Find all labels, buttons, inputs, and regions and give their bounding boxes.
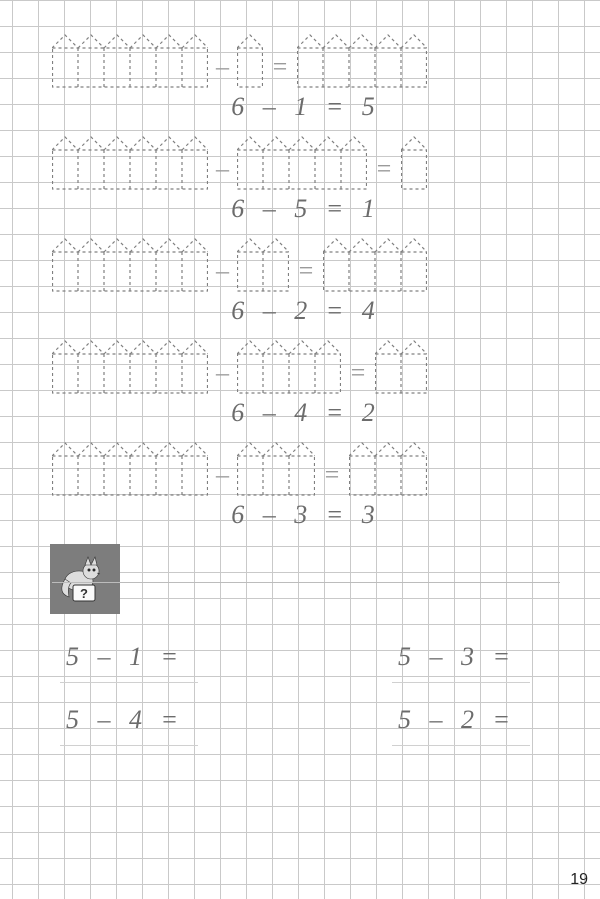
house-group-subtrahend: [237, 136, 367, 190]
equals-sign: =: [267, 52, 293, 88]
exercise-item: 5 – 4 =: [60, 699, 198, 746]
equals-sign: =: [319, 460, 345, 496]
house-row: – =: [52, 340, 560, 394]
equation-text: 6 – 5 = 1: [52, 194, 560, 224]
house-group-subtrahend: [237, 442, 315, 496]
house-group-subtrahend: [237, 340, 341, 394]
house-group-difference: [297, 34, 427, 88]
bottom-left-column: 5 – 1 = 5 – 4 =: [60, 636, 198, 746]
house-group-minuend: [52, 34, 208, 88]
house-group-difference: [323, 238, 427, 292]
exercise-item: 5 – 1 =: [60, 636, 198, 683]
house-row: – =: [52, 442, 560, 496]
equals-sign: =: [345, 358, 371, 394]
page-number: 19: [570, 871, 588, 889]
separator: ?: [52, 544, 560, 622]
minus-sign: –: [212, 52, 233, 88]
bottom-right-column: 5 – 3 = 5 – 2 =: [392, 636, 530, 746]
house-group-minuend: [52, 340, 208, 394]
house-group-difference: [349, 442, 427, 496]
house-group-minuend: [52, 238, 208, 292]
equals-sign: =: [293, 256, 319, 292]
minus-sign: –: [212, 358, 233, 394]
house-row: – =: [52, 34, 560, 88]
exercise-item: 5 – 3 =: [392, 636, 530, 683]
house-group-minuend: [52, 136, 208, 190]
equals-sign: =: [371, 154, 397, 190]
house-row: – =: [52, 238, 560, 292]
bottom-exercises: 5 – 1 = 5 – 4 = 5 – 3 = 5 – 2 =: [52, 636, 560, 746]
worksheet-page: – = 6 – 1 = 5 – = 6 – 5 = 1 – = 6 – 2 = …: [0, 0, 600, 899]
fox-icon: ?: [50, 544, 120, 614]
house-group-minuend: [52, 442, 208, 496]
minus-sign: –: [212, 256, 233, 292]
house-group-subtrahend: [237, 238, 289, 292]
svg-text:?: ?: [80, 586, 88, 601]
house-group-subtrahend: [237, 34, 263, 88]
house-row: – =: [52, 136, 560, 190]
equation-text: 6 – 4 = 2: [52, 398, 560, 428]
minus-sign: –: [212, 154, 233, 190]
house-group-difference: [401, 136, 427, 190]
equation-text: 6 – 1 = 5: [52, 92, 560, 122]
equation-text: 6 – 2 = 4: [52, 296, 560, 326]
problems-list: – = 6 – 1 = 5 – = 6 – 5 = 1 – = 6 – 2 = …: [52, 34, 560, 530]
equation-text: 6 – 3 = 3: [52, 500, 560, 530]
exercise-item: 5 – 2 =: [392, 699, 530, 746]
minus-sign: –: [212, 460, 233, 496]
house-group-difference: [375, 340, 427, 394]
